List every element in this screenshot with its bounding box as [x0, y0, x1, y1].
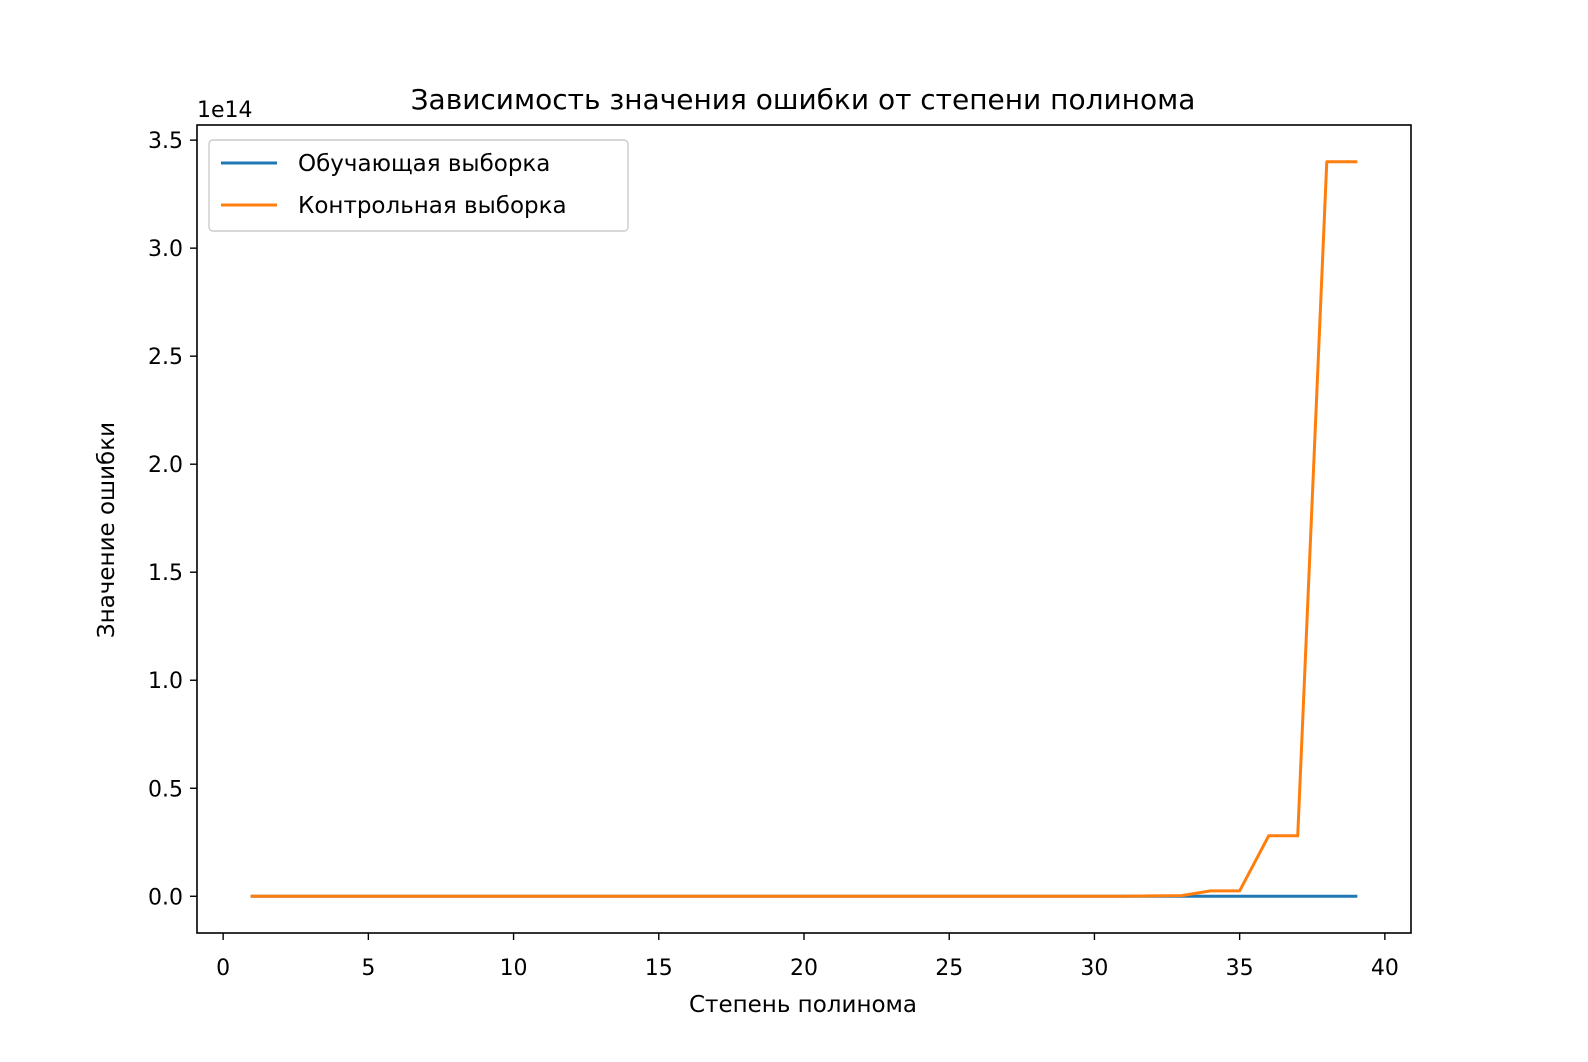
y-tick-label: 1.0 [148, 669, 183, 694]
y-offset-label: 1e14 [197, 98, 253, 123]
y-tick-label: 3.0 [148, 237, 183, 262]
x-tick-label: 30 [1080, 956, 1108, 981]
y-tick-label: 0.0 [148, 885, 183, 910]
x-tick-label: 15 [645, 956, 673, 981]
legend: Обучающая выборка Контрольная выборка [208, 139, 629, 232]
x-tick-label: 0 [216, 956, 230, 981]
x-tick-label: 25 [935, 956, 963, 981]
x-tick-label: 5 [361, 956, 375, 981]
y-tick-label: 2.0 [148, 453, 183, 478]
y-tick-label: 3.5 [148, 129, 183, 154]
legend-label: Обучающая выборка [298, 151, 550, 177]
y-axis-label: Значение ошибки [94, 422, 120, 638]
y-tick-label: 0.5 [148, 777, 183, 802]
x-tick-label: 40 [1371, 956, 1399, 981]
y-axis: 0.0 0.5 1.0 1.5 2.0 2.5 3.0 3.5 [148, 129, 197, 910]
x-axis: 0 5 10 15 20 25 30 35 40 [216, 933, 1399, 981]
legend-label: Контрольная выборка [298, 193, 567, 219]
y-tick-label: 1.5 [148, 561, 183, 586]
plot-area [250, 160, 1358, 898]
x-tick-label: 20 [790, 956, 818, 981]
legend-box [208, 139, 629, 232]
chart-title: Зависимость значения ошибки от степени п… [411, 83, 1196, 116]
series-line-1 [250, 160, 1358, 898]
x-axis-label: Степень полинома [689, 992, 917, 1018]
x-tick-label: 10 [500, 956, 528, 981]
y-tick-label: 2.5 [148, 345, 183, 370]
x-tick-label: 35 [1226, 956, 1254, 981]
